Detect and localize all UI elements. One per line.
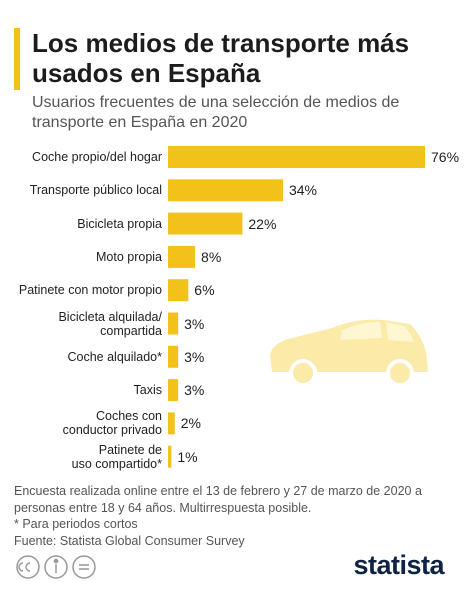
car-illustration [270,319,428,387]
category-label: Bicicleta propia [77,216,162,231]
category-label: Bicicleta alquilada/ compartida [58,309,162,338]
value-label: 34% [288,182,317,199]
chart-title: Los medios de transporte más usados en E… [32,28,410,88]
category-label: Transporte público local [29,183,162,198]
bar [168,212,243,235]
category-label: Patinete con motor propio [18,283,162,298]
category-label: Taxis [133,383,162,398]
notes: Encuesta realizada online entre el 13 de… [14,483,424,549]
title-accent [14,28,20,90]
value-label: 6% [194,282,215,299]
bar [168,279,189,302]
bar [168,245,196,268]
value-label: 1% [177,448,198,465]
bar [168,345,179,368]
value-label: 2% [180,415,201,432]
category-label: Coche propio/del hogar [32,150,162,164]
chart-subtitle: Usuarios frecuentes de una selección de … [32,94,400,131]
bar [168,445,172,468]
category-label: Patinete de uso compartido* [71,442,162,471]
bar [168,179,283,202]
bar [168,146,425,168]
value-label: 76% [431,149,460,165]
category-label: Coches con conductor privado [62,409,162,438]
category-label: Moto propia [95,249,162,264]
bar [168,379,179,402]
license-icons [16,555,96,579]
bar [168,412,175,435]
value-label: 3% [184,348,205,365]
value-label: 3% [184,382,205,399]
value-label: 8% [201,248,222,265]
bar [168,312,179,335]
note: Encuesta realizada online entre el 13 de… [14,484,422,515]
note: * Para periodos cortos [14,517,138,531]
category-label: Coche alquilado* [67,349,162,364]
value-label: 3% [184,315,205,332]
note: Fuente: Statista Global Consumer Survey [14,533,245,548]
value-label: 22% [248,215,277,232]
logo: statista [353,550,444,580]
